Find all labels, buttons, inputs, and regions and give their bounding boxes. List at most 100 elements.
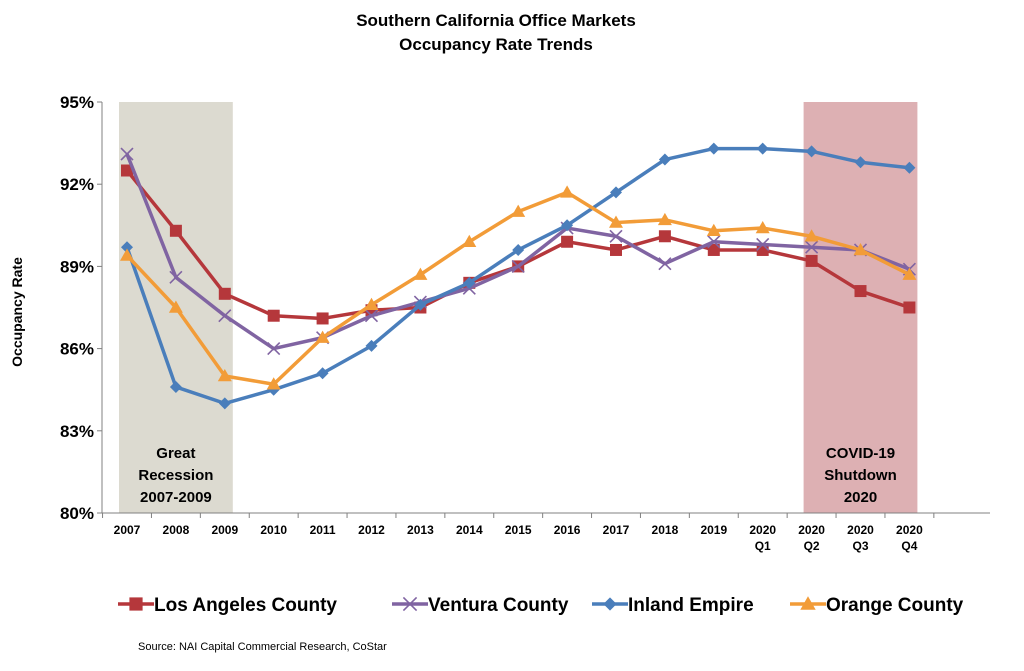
data-point — [218, 397, 231, 410]
data-point — [267, 342, 281, 356]
data-point — [169, 224, 182, 237]
y-tick-label: 89% — [60, 257, 94, 276]
series-line — [125, 146, 910, 406]
data-point — [217, 369, 232, 382]
data-point — [658, 257, 672, 271]
x-tick-label: 2013 — [407, 523, 434, 537]
legend-item: Orange County — [790, 595, 964, 616]
source-note: Source: NAI Capital Commercial Research,… — [138, 641, 387, 653]
series-orange-county — [120, 185, 917, 390]
data-point — [218, 287, 231, 300]
data-point — [365, 339, 378, 352]
y-axis-label: Occupancy Rate — [9, 257, 25, 367]
data-point — [805, 240, 819, 254]
legend-item: Los Angeles County — [118, 595, 337, 616]
data-point — [561, 219, 574, 232]
data-point — [316, 312, 329, 325]
data-point — [462, 234, 477, 247]
data-point — [560, 185, 575, 198]
series-line — [125, 190, 911, 386]
data-point — [364, 309, 379, 323]
data-point — [903, 301, 916, 314]
chart-title: Southern California Office Markets — [356, 11, 636, 30]
data-point — [129, 597, 143, 611]
data-point — [707, 243, 720, 256]
annotation-label: 2007-2009 — [140, 489, 212, 506]
data-point — [805, 254, 818, 267]
x-tick-label: 2015 — [505, 523, 532, 537]
data-point — [854, 285, 867, 298]
data-point — [218, 309, 232, 323]
chart-subtitle: Occupancy Rate Trends — [399, 35, 593, 54]
data-point — [706, 223, 721, 237]
x-tick-label: 2014 — [456, 523, 483, 537]
x-tick-label: 2020 Q3 — [847, 523, 874, 553]
data-point — [610, 243, 622, 256]
annotation-label: Shutdown — [824, 467, 896, 484]
data-point — [413, 267, 428, 280]
data-point — [266, 377, 281, 390]
y-tick-label: 95% — [60, 93, 94, 112]
data-point — [902, 267, 917, 280]
legend-item: Inland Empire — [592, 595, 754, 616]
annotation-band — [803, 102, 918, 513]
x-tick-label: 2019 — [700, 523, 727, 537]
annotation-label: 2020 — [844, 489, 877, 506]
data-point — [511, 259, 525, 273]
data-point — [315, 330, 330, 343]
x-tick-label: 2008 — [163, 523, 190, 537]
data-point — [756, 142, 769, 155]
data-point — [511, 204, 526, 217]
data-point — [658, 230, 671, 243]
data-point — [603, 597, 617, 611]
x-tick-label: 2009 — [211, 523, 238, 537]
annotation-label: COVID-19 — [826, 445, 895, 462]
data-point — [168, 300, 183, 313]
data-point — [402, 596, 418, 612]
y-tick-label: 80% — [60, 504, 94, 523]
data-point — [512, 243, 525, 256]
data-point — [755, 221, 770, 234]
data-point — [805, 145, 818, 158]
data-point — [609, 215, 623, 228]
data-point — [120, 248, 134, 261]
data-point — [610, 186, 622, 199]
data-point — [756, 237, 770, 252]
data-point — [658, 153, 671, 166]
data-point — [707, 142, 720, 155]
data-point — [414, 298, 427, 311]
y-tick-label: 86% — [60, 340, 94, 359]
data-point — [657, 212, 672, 226]
data-point — [463, 276, 476, 289]
data-point — [853, 242, 868, 256]
annotation-label: Great — [156, 445, 195, 462]
x-tick-label: 2011 — [310, 523, 336, 537]
x-tick-label: 2018 — [652, 523, 679, 537]
x-tick-label: 2010 — [260, 523, 287, 537]
data-point — [169, 380, 182, 393]
data-point — [561, 235, 574, 248]
data-point — [121, 241, 133, 254]
data-point — [800, 596, 816, 610]
data-point — [707, 235, 721, 249]
data-point — [804, 229, 819, 242]
x-tick-label: 2007 — [114, 523, 141, 537]
legend-item: Ventura County — [392, 595, 569, 616]
data-point — [609, 229, 623, 243]
data-point — [364, 297, 379, 311]
legend-label: Inland Empire — [628, 595, 754, 616]
data-point — [316, 367, 329, 380]
x-tick-label: 2020 Q1 — [749, 523, 776, 553]
series-inland-empire — [121, 142, 916, 410]
data-point — [903, 161, 916, 174]
data-point — [121, 164, 133, 177]
legend-label: Orange County — [826, 595, 964, 616]
x-tick-label: 2020 Q4 — [896, 523, 923, 553]
data-point — [169, 270, 183, 284]
data-point — [120, 147, 134, 161]
legend-label: Los Angeles County — [154, 595, 337, 616]
y-tick-label: 83% — [60, 422, 94, 441]
y-tick-label: 92% — [60, 175, 94, 194]
annotation-label: Recession — [138, 467, 213, 484]
